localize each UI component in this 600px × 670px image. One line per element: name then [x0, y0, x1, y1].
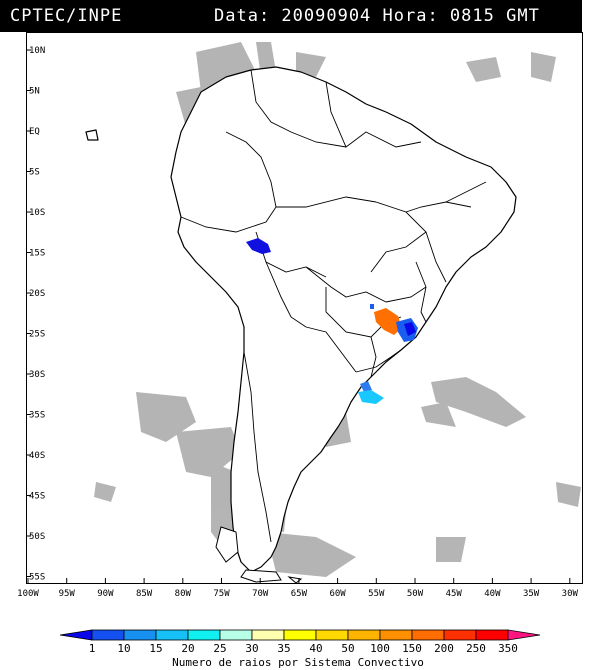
storm-sao-paulo-dark [404, 322, 416, 336]
lon-label: 90W [97, 589, 114, 599]
legend-swatch [315, 629, 349, 641]
legend-tick-label: 30 [245, 642, 258, 655]
coastlines [85, 66, 517, 573]
lat-label: 10N [29, 46, 45, 56]
lon-label: 35W [523, 589, 540, 599]
legend-tick-label: 20 [181, 642, 194, 655]
source-label: CPTEC/INPE [10, 6, 123, 26]
legend-swatch [59, 629, 93, 641]
legend-tick-label: 50 [341, 642, 354, 655]
legend-swatch [91, 629, 125, 641]
lat-label: 15S [29, 249, 45, 259]
legend-tick-label: 10 [117, 642, 130, 655]
lat-label: 10S [29, 208, 45, 218]
legend-swatch [507, 629, 541, 641]
lon-label: 80W [175, 589, 192, 599]
lon-label: 45W [446, 589, 463, 599]
lat-label: 55S [29, 573, 45, 583]
legend-swatch [411, 629, 445, 641]
lat-label: 25S [29, 330, 45, 340]
legend-tick-label: 35 [277, 642, 290, 655]
legend-swatch [443, 629, 477, 641]
storm-peru-bolivia [246, 238, 271, 254]
legend-tick-label: 100 [370, 642, 390, 655]
legend-tick-label: 1 [89, 642, 96, 655]
lat-label: 30S [29, 370, 45, 380]
legend-swatch [187, 629, 221, 641]
datetime-label: Data: 20090904 Hora: 0815 GMT [214, 6, 540, 26]
legend-tick-label: 250 [466, 642, 486, 655]
legend-swatch [123, 629, 157, 641]
lon-label: 75W [213, 589, 230, 599]
lon-label: 65W [291, 589, 308, 599]
legend-swatch [219, 629, 253, 641]
lat-label: 35S [29, 411, 45, 421]
lon-label: 55W [368, 589, 385, 599]
lon-label: 95W [59, 589, 76, 599]
lon-label: 100W [17, 589, 39, 599]
latitude-ticks [26, 49, 31, 577]
lat-label: 50S [29, 532, 45, 542]
lat-label: 20S [29, 289, 45, 299]
legend-title: Numero de raios por Sistema Convectivo [172, 656, 424, 669]
lon-label: 40W [484, 589, 501, 599]
legend-tick-label: 25 [213, 642, 226, 655]
legend-tick-label: 15 [149, 642, 162, 655]
header-bar: CPTEC/INPE Data: 20090904 Hora: 0815 GMT [0, 0, 582, 32]
legend-tick-label: 200 [434, 642, 454, 655]
longitude-ticks [27, 578, 571, 584]
lightning-map: 10N 5N EQ 5S 10S 15S 20S 25S 30S 35S 40S 45S 50S 55S [26, 32, 583, 584]
lon-label: 50W [407, 589, 424, 599]
legend-swatch [475, 629, 509, 641]
lat-label: EQ [29, 127, 40, 137]
legend-ticks: 1 10 15 20 25 30 35 40 50 100 150 200 250 350 [89, 642, 518, 655]
south-america-outline [170, 66, 517, 573]
longitude-axis: 100W 95W 90W 85W 80W 75W 70W 65W 60W 55W 50W 45W 40W… [17, 589, 579, 599]
legend-colorbar: 1 10 15 20 25 30 35 40 50 100 150 200 250 350 Numero … [59, 629, 541, 669]
tierra-del-fuego [215, 526, 303, 584]
lat-label: 45S [29, 492, 45, 502]
lon-label: 70W [252, 589, 269, 599]
lat-label: 40S [29, 451, 45, 461]
legend-swatch [379, 629, 413, 641]
storm-parana-orange [374, 308, 402, 335]
storm-uruguay-blue [360, 381, 372, 392]
lon-label: 60W [329, 589, 346, 599]
storm-cells [246, 238, 418, 404]
storm-small-blue [370, 304, 374, 309]
lon-label: 30W [562, 589, 579, 599]
storm-uruguay-cyan [358, 390, 384, 404]
country-borders [180, 69, 487, 543]
legend-tick-label: 350 [498, 642, 518, 655]
legend-swatch [251, 629, 285, 641]
lat-label: 5S [29, 168, 40, 178]
legend-swatch [283, 629, 317, 641]
legend-swatch [155, 629, 189, 641]
legend-tick-label: 150 [402, 642, 422, 655]
lon-label: 85W [136, 589, 153, 599]
legend-swatches [59, 629, 541, 641]
latitude-labels: 10N 5N EQ 5S 10S 15S 20S 25S 30S 35S 40S 45S 50S 55S [29, 46, 45, 583]
legend-swatch [347, 629, 381, 641]
lat-label: 5N [29, 87, 40, 97]
legend-tick-label: 40 [309, 642, 322, 655]
